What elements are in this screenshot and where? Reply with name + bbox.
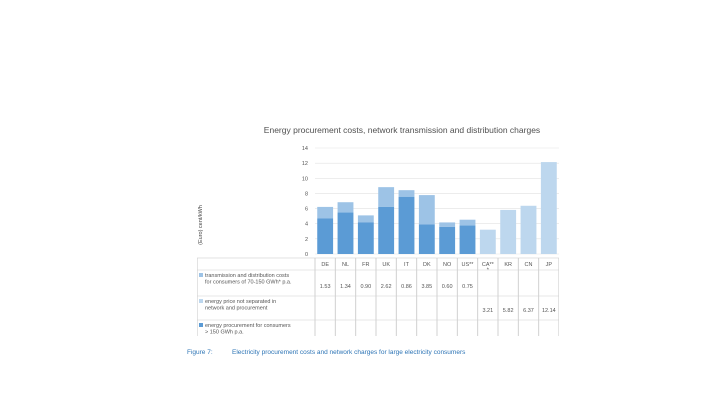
legend-swatch [199,323,203,327]
x-category-label: CA** * [482,262,495,274]
legend-label: transmission and distribution costs for c… [205,273,292,286]
bar-segment [520,205,537,254]
bar-segment [418,195,435,225]
data-label: 0.75 [462,284,473,290]
x-category-label: JP [546,262,553,268]
bar-segment [439,226,456,254]
bar-segment [337,202,354,213]
x-category-label: US** [462,262,475,268]
x-category-label: NO [443,262,452,268]
y-tick-label: 10 [302,176,308,182]
y-tick-label: 2 [305,237,308,243]
bar-segment [398,196,415,254]
x-category-label: UK [382,262,390,268]
bar-segment [357,222,374,254]
chart-title: Energy procurement costs, network transm… [263,125,541,135]
figure-caption: Electricity procurement costs and networ… [232,349,466,356]
legend-swatch [199,299,203,303]
bar-segment [337,212,354,254]
bar-segment [418,224,435,254]
bar-segment [439,222,456,227]
data-label: 5.82 [503,308,514,314]
x-category-label: CN [525,262,533,268]
chart-plot: 0 2 4 6 8 10 12 14 DE NL FR UK IT DK NO US** CA** * KR CN JP… [197,146,559,336]
data-label: 12.14 [542,308,556,314]
bar-segment [317,218,334,254]
data-label: 6.37 [523,308,534,314]
bar-segment [378,206,395,254]
data-label: 2.62 [381,284,392,290]
data-label: 3.85 [421,284,432,290]
data-label: 1.34 [340,284,351,290]
legend-label: energy price not separated in network and… [205,299,276,312]
y-tick-label: 6 [305,207,308,213]
y-tick-label: 12 [302,161,308,167]
bar-segment [357,215,374,223]
bar-segment [317,206,334,219]
bar-segment [378,187,395,207]
y-tick-label: 0 [305,252,308,258]
bar-segment [540,162,557,254]
bar-segment [459,225,476,254]
bar-segment [398,190,415,197]
legend-label: energy procurement for consumers > 150 GW… [205,323,291,336]
data-label: 0.60 [442,284,453,290]
table-border [197,257,559,336]
data-label: 1.53 [320,284,331,290]
figure-number: Figure 7: [187,349,213,356]
x-category-label: IT [404,262,410,268]
y-tick-label: 4 [305,222,308,228]
bar-segment [459,219,476,226]
y-tick-label: 14 [302,146,308,152]
x-category-label: DK [423,262,431,268]
chart: Energy procurement costs, network transm… [197,118,559,336]
y-tick-label: 8 [305,191,308,197]
x-category-label: NL [342,262,349,268]
x-category-label: KR [504,262,512,268]
data-label: 3.21 [482,308,493,314]
x-category-label: DE [321,262,329,268]
legend-swatch [199,273,203,277]
bar-segment [500,209,517,254]
data-label: 0.86 [401,284,412,290]
bar-segment [479,229,496,254]
x-category-label: FR [362,262,369,268]
data-label: 0.90 [360,284,371,290]
